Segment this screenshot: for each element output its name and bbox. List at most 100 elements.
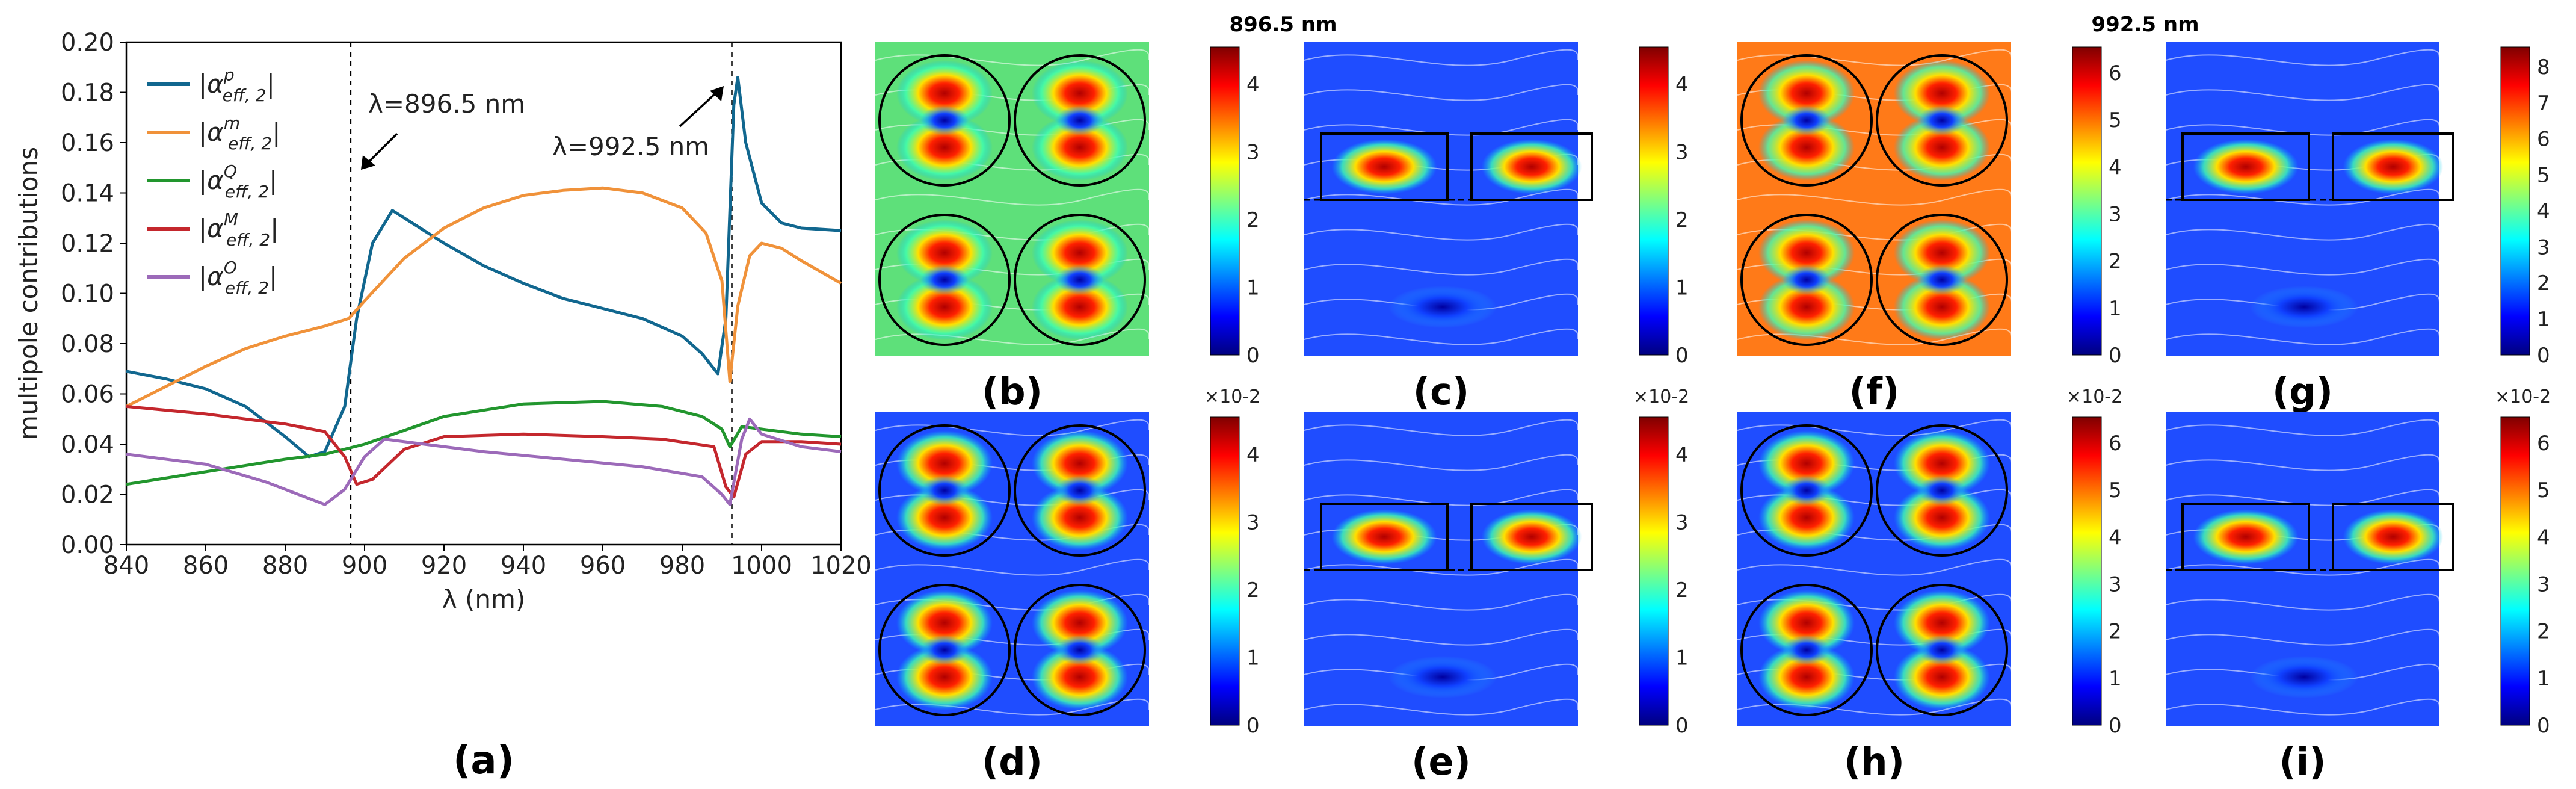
colorbar-tick-label: 1	[2537, 308, 2550, 332]
streamline	[2165, 223, 2441, 241]
streamline	[1304, 258, 1579, 276]
y-tick-label: 0.16	[61, 129, 114, 157]
colorbar-multiplier: ×10-2	[2495, 386, 2551, 407]
field-hotspot	[1481, 139, 1582, 194]
field-hotspot	[1894, 60, 1990, 126]
colorbar	[2072, 416, 2102, 726]
field-hotspot	[896, 484, 993, 551]
panel-label-d: (d)	[982, 740, 1043, 784]
field-hotspot	[1894, 274, 1990, 340]
colorbar-tick-label: 6	[2109, 61, 2122, 85]
arrow-992	[679, 90, 719, 128]
colorbar	[1639, 46, 1669, 356]
colorbar-tick-label: 4	[1675, 443, 1689, 467]
field-hotspot	[2343, 509, 2444, 565]
series-line-Q	[126, 400, 842, 486]
resonator-outline	[1740, 54, 1873, 187]
field-map-c: 0 1 2 3 4 (c)	[1304, 42, 1689, 413]
colorbar-tick-label: 2	[1246, 208, 1260, 232]
field-hotspot	[896, 590, 993, 656]
streamline	[1304, 698, 1579, 716]
colorbar-tick-label: 1	[1675, 276, 1689, 300]
streamline	[2165, 328, 2441, 345]
colorbar	[2500, 416, 2530, 726]
colorbar-tick-label: 2	[2537, 271, 2550, 295]
y-tick-label: 0.04	[61, 431, 114, 459]
field-hotspot	[1894, 430, 1990, 497]
field-coldspot	[1388, 656, 1497, 698]
y-tick-label: 0.06	[61, 381, 114, 409]
x-tick-label: 960	[580, 552, 626, 580]
resonator-outline	[1740, 214, 1873, 346]
streamline	[2165, 628, 2441, 646]
panel-label-h: (h)	[1844, 740, 1905, 784]
field-hotspot	[1758, 220, 1855, 286]
colorbar-tick-label: 3	[2109, 202, 2122, 226]
streamline	[1304, 223, 1579, 241]
field-coldspot	[1056, 635, 1104, 665]
field-hotspot	[1758, 430, 1855, 497]
streamline	[1737, 558, 2012, 576]
panel-label-c: (c)	[1413, 370, 1469, 413]
resonator-outline	[1470, 132, 1593, 201]
field-map-b: 0 1 2 3 4 (b)	[875, 42, 1260, 413]
wavelength-label-896: 896.5 nm	[1229, 13, 1337, 37]
field-hotspot	[896, 60, 993, 126]
streamline	[2165, 454, 2441, 471]
field-coldspot	[1056, 265, 1104, 295]
series-line-m	[125, 186, 842, 408]
field-hotspot	[1032, 220, 1128, 286]
streamline	[1304, 628, 1579, 646]
field-coldspot	[1783, 265, 1831, 295]
field-coldspot	[1388, 286, 1497, 328]
colorbar-tick-label: 2	[2109, 250, 2122, 274]
field-map-g: 0 1 2 3 4 5 6 7 8 (g)	[2165, 42, 2550, 413]
field-map-f: 0 1 2 3 4 5 6 (f)	[1737, 42, 2122, 413]
field-hotspot	[2193, 509, 2299, 565]
colorbar-tick-label: 2	[1675, 208, 1689, 232]
colorbar-tick-label: 2	[2109, 620, 2122, 644]
field-coldspot	[920, 635, 969, 665]
colorbar-tick-label: 7	[2537, 91, 2550, 116]
field-coldspot	[2250, 286, 2358, 328]
field-map-i: 0 1 2 3 4 5 6 ×10-2 (i)	[2165, 386, 2551, 784]
chart-panel-a: 840 860 880 900 920 940 960 980 1000 1020 0.00 0.02…	[14, 29, 872, 783]
colorbar-tick-label: 3	[1675, 140, 1689, 164]
colorbar-tick-label: 1	[1246, 646, 1260, 670]
resonator-outline	[1014, 424, 1146, 557]
resonator-outline	[2181, 132, 2310, 201]
streamline	[1304, 454, 1579, 471]
field-coldspot	[1918, 635, 1966, 665]
x-tick-label: 1000	[731, 552, 792, 580]
field-hotspot	[1032, 484, 1128, 551]
colorbar-tick-label: 4	[1675, 73, 1689, 97]
legend-entry-O: |αO eff, 2|	[199, 258, 277, 298]
streamline	[1304, 419, 1579, 436]
arrow-896	[366, 132, 398, 165]
field-hotspot	[1331, 509, 1437, 565]
field-coldspot	[920, 105, 969, 135]
field-hotspot	[1032, 430, 1128, 497]
resonator-outline	[878, 54, 1011, 187]
field-coldspot	[1783, 635, 1831, 665]
colorbar-tick-label: 4	[2537, 199, 2550, 223]
resonator-outline	[2332, 503, 2454, 571]
field-hotspot	[1032, 644, 1128, 710]
arrowhead-896	[361, 155, 375, 170]
field-coldspot	[920, 475, 969, 506]
field-hotspot	[1032, 590, 1128, 656]
colorbar-tick-label: 1	[2109, 297, 2122, 321]
field-hotspot	[1758, 114, 1855, 181]
annotation-896: λ=896.5 nm	[368, 89, 525, 119]
colorbar-multiplier: ×10-2	[2066, 386, 2122, 407]
colorbar	[2072, 46, 2102, 356]
streamline	[1304, 84, 1579, 101]
y-tick-label: 0.08	[61, 330, 114, 358]
colorbar-tick-label: 4	[2537, 525, 2550, 549]
field-hotspot	[1758, 484, 1855, 551]
field-hotspot	[1758, 644, 1855, 710]
field-map-panels: 0 1 2 3 4 (b) 0 1 2 3 4 (c) 0 1 2 3 4 5 6 (f) 0 1 2 3 4 5 6 7 8 (g) 0 1…	[875, 42, 2551, 784]
streamline	[1304, 558, 1579, 576]
field-hotspot	[896, 430, 993, 497]
colorbar	[2500, 46, 2530, 356]
